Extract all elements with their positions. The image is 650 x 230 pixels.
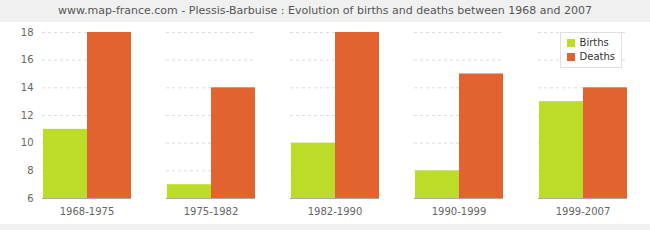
svg-text:1982-1990: 1982-1990 — [308, 206, 363, 217]
svg-text:1975-1982: 1975-1982 — [184, 206, 239, 217]
svg-text:14: 14 — [21, 82, 34, 93]
svg-text:6: 6 — [27, 193, 33, 204]
html-text:Births: Births — [579, 37, 609, 48]
html-text:Deaths: Deaths — [579, 51, 615, 62]
svg-text:1990-1999: 1990-1999 — [432, 206, 487, 217]
svg-text:1968-1975: 1968-1975 — [60, 206, 115, 217]
svg-text:10: 10 — [21, 137, 34, 148]
svg-text:18: 18 — [21, 27, 34, 38]
svg-text:12: 12 — [21, 110, 34, 121]
html-text:www.map-france.com - Plessis-B: www.map-france.com - Plessis-Barbuise : … — [58, 4, 592, 17]
svg-text:1999-2007: 1999-2007 — [556, 206, 611, 217]
svg-text:8: 8 — [27, 165, 33, 176]
svg-text:16: 16 — [21, 54, 34, 65]
